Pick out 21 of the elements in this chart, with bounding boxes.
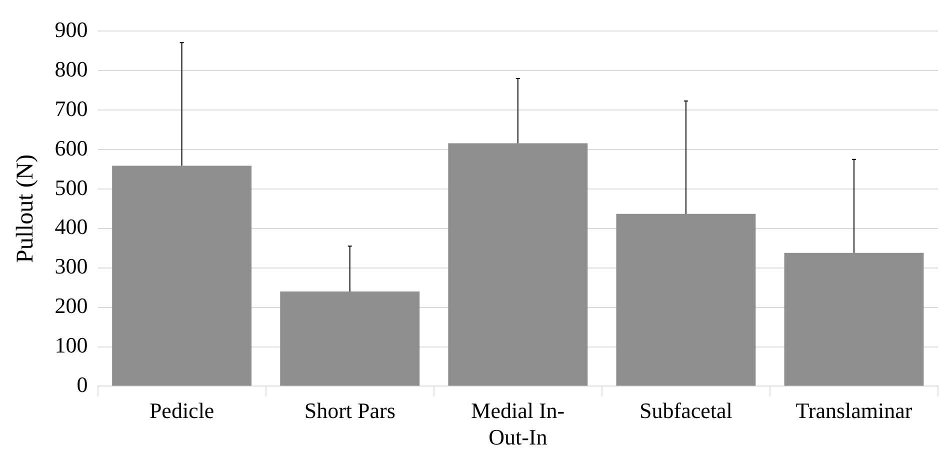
y-tick-label: 900 xyxy=(54,16,88,42)
x-tick-label: Subfacetal xyxy=(640,398,732,424)
bar xyxy=(448,143,588,386)
bar xyxy=(280,292,420,386)
bar xyxy=(112,166,252,386)
y-tick-label: 0 xyxy=(76,372,88,397)
bar xyxy=(616,214,756,386)
y-axis-title: Pullout (N) xyxy=(12,154,39,264)
x-tick-label: Pedicle xyxy=(149,398,214,424)
y-tick-label: 600 xyxy=(54,135,88,160)
x-tick-label: Medial In-Out-In xyxy=(471,398,565,450)
y-tick-label: 100 xyxy=(54,332,88,358)
y-tick-label: 700 xyxy=(54,96,88,121)
bar xyxy=(784,252,924,386)
x-tick-label: Short Pars xyxy=(304,398,396,424)
y-tick-label: 800 xyxy=(54,56,88,82)
y-tick-label: 200 xyxy=(54,293,88,318)
y-tick-label: 300 xyxy=(54,254,88,279)
y-tick-label: 400 xyxy=(54,214,88,240)
x-tick-label: Translaminar xyxy=(796,398,913,424)
y-tick-label: 500 xyxy=(54,174,88,200)
